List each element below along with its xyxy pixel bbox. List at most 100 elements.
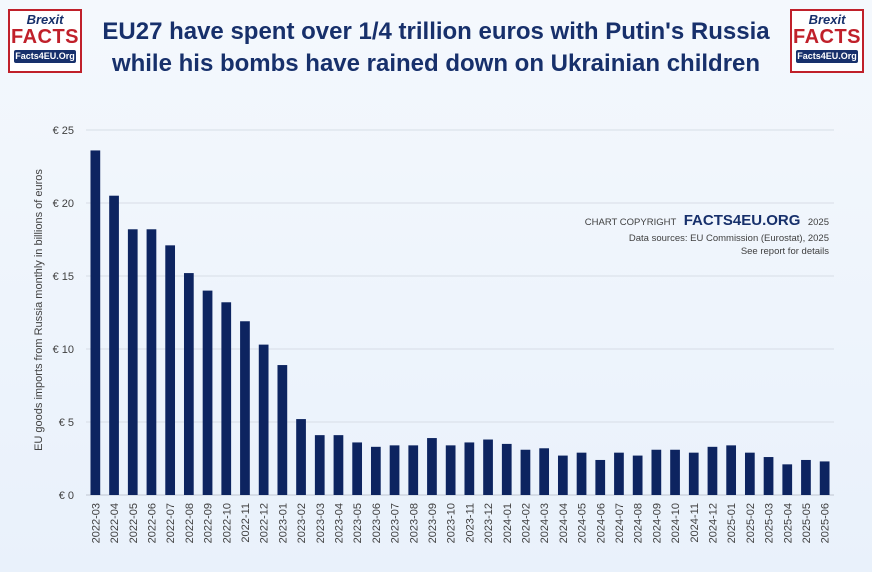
- x-tick-label-2022-08: 2022-08: [184, 503, 196, 543]
- x-tick-label-2023-12: 2023-12: [483, 503, 495, 543]
- x-tick-label-2023-08: 2023-08: [408, 503, 420, 543]
- bar-2022-12: [258, 344, 269, 495]
- bar-2023-04: [333, 435, 344, 495]
- x-tick-label-2025-03: 2025-03: [764, 503, 776, 543]
- copyright-brand: FACTS4EU.ORG: [684, 212, 801, 229]
- bar-2025-06: [819, 461, 830, 495]
- y-tick-label: € 20: [53, 198, 74, 210]
- x-tick-label-2024-08: 2024-08: [633, 503, 645, 543]
- logo-brexit-text: Brexit: [26, 12, 64, 27]
- bar-2024-03: [539, 448, 550, 495]
- x-tick-label-2023-03: 2023-03: [315, 503, 327, 543]
- x-tick-label-2024-11: 2024-11: [689, 503, 701, 543]
- x-tick-label-2024-07: 2024-07: [614, 503, 626, 543]
- x-tick-label-2024-05: 2024-05: [577, 503, 589, 543]
- bar-2023-08: [408, 445, 419, 495]
- y-tick-label: € 15: [53, 271, 74, 283]
- x-tick-label-2023-06: 2023-06: [371, 503, 383, 543]
- x-tick-label-2024-03: 2024-03: [539, 503, 551, 543]
- bar-2022-09: [202, 290, 213, 495]
- y-tick-label: € 5: [59, 417, 74, 429]
- copyright-year: 2025: [808, 217, 829, 228]
- bar-2024-07: [614, 452, 624, 495]
- x-tick-label-2023-09: 2023-09: [427, 503, 439, 543]
- bar-2022-08: [183, 273, 194, 495]
- bar-2022-10: [221, 302, 232, 495]
- logo-url-text: Facts4EU.Org: [796, 50, 858, 63]
- logo-url-text: Facts4EU.Org: [14, 50, 76, 63]
- x-tick-label-2024-04: 2024-04: [558, 503, 570, 543]
- bar-2022-05: [127, 229, 138, 495]
- x-tick-label-2024-12: 2024-12: [707, 503, 719, 543]
- y-tick-label: € 0: [59, 490, 74, 502]
- y-axis-tick-labels: € 0 € 5 € 10 € 15 € 20 € 25: [53, 125, 74, 502]
- bar-2024-09: [651, 449, 662, 495]
- x-tick-label-2024-06: 2024-06: [595, 503, 607, 543]
- x-tick-label-2024-10: 2024-10: [670, 503, 682, 543]
- bar-2022-07: [165, 245, 176, 495]
- x-tick-label-2025-06: 2025-06: [820, 503, 832, 543]
- bar-2025-04: [782, 464, 793, 495]
- bar-2024-06: [595, 459, 606, 495]
- x-tick-label-2025-04: 2025-04: [782, 503, 794, 543]
- logo-facts-text: FACTS: [792, 26, 862, 48]
- x-tick-label-2023-05: 2023-05: [352, 503, 364, 543]
- bar-2025-01: [726, 445, 737, 495]
- bar-2024-11: [688, 452, 699, 495]
- x-tick-label-2024-01: 2024-01: [502, 503, 514, 543]
- report-note-text: See report for details: [741, 246, 829, 257]
- bar-2023-10: [445, 445, 456, 495]
- bar-2023-09: [427, 438, 437, 495]
- y-tick-label: € 10: [53, 344, 74, 356]
- x-tick-label-2023-10: 2023-10: [446, 503, 458, 543]
- bar-2024-05: [576, 452, 587, 495]
- chart-copyright: CHART COPYRIGHT FACTS4EU.ORG 2025: [585, 212, 829, 229]
- x-tick-label-2022-04: 2022-04: [109, 503, 121, 543]
- x-tick-label-2022-07: 2022-07: [165, 503, 177, 543]
- x-tick-label-2024-09: 2024-09: [651, 503, 663, 543]
- data-source-text: Data sources: EU Commission (Eurostat), …: [629, 233, 829, 244]
- bar-2024-10: [670, 449, 680, 495]
- x-tick-label-2025-05: 2025-05: [801, 503, 813, 543]
- bar-2024-04: [557, 455, 568, 495]
- x-tick-label-2024-02: 2024-02: [520, 503, 532, 543]
- x-tick-label-2022-05: 2022-05: [128, 503, 140, 543]
- x-tick-label-2022-03: 2022-03: [90, 503, 102, 543]
- bar-2023-12: [483, 439, 493, 495]
- logo-brexit-text: Brexit: [808, 12, 846, 27]
- bar-2025-02: [744, 452, 755, 495]
- bar-2023-01: [277, 365, 288, 495]
- x-tick-label-2023-01: 2023-01: [277, 503, 289, 543]
- copyright-prefix: CHART COPYRIGHT: [585, 217, 677, 228]
- logo-facts-text: FACTS: [10, 26, 80, 48]
- bar-2023-02: [296, 419, 306, 495]
- bar-2025-03: [763, 457, 774, 495]
- bar-2022-11: [240, 321, 250, 495]
- x-tick-label-2023-04: 2023-04: [333, 503, 345, 543]
- bar-2023-11: [464, 442, 475, 495]
- x-tick-label-2022-10: 2022-10: [221, 503, 233, 543]
- x-tick-label-2023-02: 2023-02: [296, 503, 308, 543]
- bar-2023-03: [314, 435, 325, 495]
- x-tick-label-2023-07: 2023-07: [390, 503, 402, 543]
- y-axis-label: EU goods imports from Russia monthly in …: [33, 169, 45, 451]
- x-tick-label-2023-11: 2023-11: [464, 503, 476, 543]
- bar-2022-04: [109, 195, 119, 495]
- x-tick-label-2025-01: 2025-01: [726, 503, 738, 543]
- bar-2024-02: [520, 449, 531, 495]
- bar-2023-07: [389, 445, 400, 495]
- x-tick-label-2022-06: 2022-06: [146, 503, 158, 543]
- x-tick-label-2022-11: 2022-11: [240, 503, 252, 543]
- bar-2024-01: [501, 443, 512, 495]
- x-tick-label-2025-02: 2025-02: [745, 503, 757, 543]
- x-tick-label-2022-09: 2022-09: [203, 503, 215, 543]
- x-axis-tick-labels: 2022-03 2022-04 2022-05 2022-06 2022-07 2022-…: [90, 503, 831, 543]
- chart-title-line-1: EU27 have spent over 1/4 trillion euros …: [102, 18, 770, 45]
- bar-2022-03: [90, 150, 101, 495]
- bar-2022-06: [146, 229, 157, 495]
- brexit-facts-logo-right: Brexit FACTS Facts4EU.Org: [790, 9, 864, 73]
- bar-2024-08: [632, 455, 643, 495]
- chart-title: EU27 have spent over 1/4 trillion euros …: [95, 16, 777, 80]
- bars: [90, 150, 830, 495]
